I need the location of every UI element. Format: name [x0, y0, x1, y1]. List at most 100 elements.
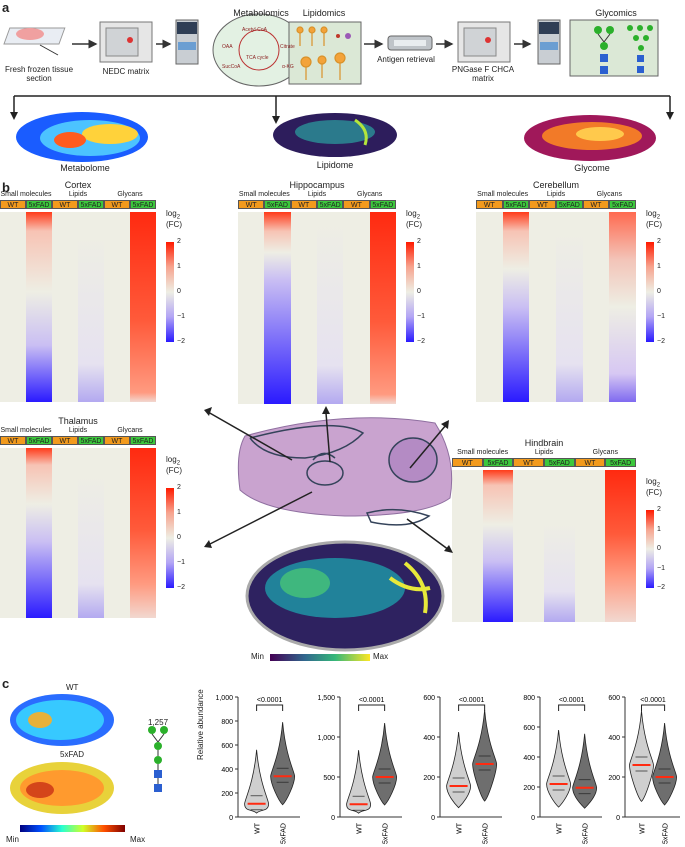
x-tick-label: WT	[640, 822, 647, 834]
heatmap-coltitle-small: Small molecules	[477, 191, 529, 198]
colorbar-tick: 1	[177, 509, 181, 516]
wt-brain-label: WT	[66, 683, 79, 692]
colorbar-sub: 2	[656, 214, 661, 221]
fc-colorbar	[646, 510, 654, 588]
heatmap-5xfad-column	[78, 448, 104, 618]
tag-wt: WT	[104, 436, 130, 445]
violin-5xFAD	[270, 722, 296, 806]
colorbar-tick: −1	[657, 313, 665, 320]
colorbar-fc: (FC)	[406, 220, 422, 230]
significance-bracket	[641, 704, 666, 711]
colorbar-tick: 2	[177, 238, 181, 245]
colorbar-tick: 2	[417, 238, 421, 245]
heatmap-5xfad-column	[556, 212, 583, 402]
heatmap-coltitle-glycans: Glycans	[117, 427, 143, 434]
heatmap-wt-column	[104, 448, 130, 618]
tag-5xfad: 5xFAD	[78, 436, 104, 445]
colorbar-title: log2 (FC)	[406, 209, 422, 230]
tag-wt: WT	[52, 436, 78, 445]
colorbar-tick: −2	[177, 584, 185, 591]
violin-5xFAD	[472, 709, 498, 802]
y-tick-label: 400	[608, 735, 620, 742]
tca-succoa: SucCoA	[222, 64, 241, 70]
label-metabolomics: Metabolomics	[233, 8, 289, 18]
label-antigen: Antigen retrieval	[377, 55, 435, 64]
heatmap-5xfad-column	[264, 212, 291, 404]
fc-colorbar	[646, 242, 654, 342]
colorbar-tick: 2	[177, 484, 181, 491]
label-lipidome: Lipidome	[316, 160, 354, 170]
violin-WT	[346, 750, 372, 814]
panel-letter-a: a	[2, 0, 10, 15]
tag-5xfad: 5xFAD	[544, 458, 575, 467]
label-nedc: NEDC matrix	[102, 67, 150, 76]
x-tick-label: 5xFAD	[483, 823, 490, 844]
tag-wt: WT	[290, 200, 317, 209]
tag-wt: WT	[513, 458, 544, 467]
heatmap-5xfad-column	[502, 212, 530, 402]
heatmap-5xfad-column	[317, 212, 344, 404]
tca-oaa: OAA	[222, 44, 233, 50]
heatmap-title-hippocampus: Hippocampus	[289, 180, 345, 190]
x-tick-label: WT	[357, 822, 364, 834]
colorbar-log: log	[406, 209, 417, 218]
tag-5xfad: 5xFAD	[502, 200, 530, 209]
lipid-structures-icon	[296, 26, 351, 80]
tca-acetyl: Acetyl-CoA	[242, 27, 268, 33]
label-fresh-frozen: Fresh frozen tissue section	[4, 65, 74, 83]
heatmap-wt-column	[238, 212, 265, 404]
colorbar-log: log	[646, 209, 657, 218]
colorbar-tick: 2	[657, 506, 661, 513]
y-tick-label: 200	[523, 785, 535, 792]
heatmap-coltitle-small: Small molecules	[0, 427, 52, 434]
fc-colorbar	[166, 488, 174, 588]
heatmap-coltitle-small: Small molecules	[238, 191, 290, 198]
y-tick-label: 600	[423, 695, 435, 702]
colorbar-title: log2 (FC)	[646, 477, 662, 498]
heatmap-coltitle-glycans: Glycans	[592, 449, 618, 456]
heatmap-5xfad-column	[544, 470, 575, 622]
heatmap-5xfad-column	[78, 212, 104, 402]
violin-5xFAD	[372, 722, 398, 806]
fc-colorbar	[166, 242, 174, 342]
p-value-annotation: <0.0001	[359, 697, 385, 704]
heatmap-wt-column	[574, 470, 606, 622]
colorbar-tick: 0	[417, 288, 421, 295]
sprayer-icon-2	[457, 21, 511, 63]
tag-wt: WT	[574, 458, 606, 467]
tag-wt: WT	[452, 458, 483, 467]
y-tick-label: 400	[221, 767, 233, 774]
heatmap-5xfad-column	[26, 448, 52, 618]
heatmap-coltitle-lipids: Lipids	[68, 191, 88, 198]
colorbar-tick: −2	[177, 338, 185, 345]
panel-c-images	[10, 694, 168, 832]
hindbrain-outline	[365, 508, 431, 526]
center-brain	[237, 417, 453, 661]
y-tick-label: 0	[331, 815, 335, 822]
tag-5xfad: 5xFAD	[78, 200, 104, 209]
heatmap-wt-column	[0, 448, 26, 618]
y-tick-label: 600	[608, 695, 620, 702]
tag-5xfad: 5xFAD	[130, 200, 156, 209]
y-tick-label: 600	[221, 743, 233, 750]
significance-bracket	[358, 704, 386, 711]
y-tick-label: 200	[423, 775, 435, 782]
y-tick-label: 400	[423, 735, 435, 742]
colorbar-tick: 0	[657, 545, 661, 552]
colorbar-tick: −1	[417, 313, 425, 320]
heatmap-coltitle-lipids: Lipids	[307, 191, 327, 198]
x-tick-label: 5xFAD	[583, 823, 590, 844]
heatmap-wt-column	[290, 212, 317, 404]
y-tick-label: 500	[323, 775, 335, 782]
heatmap-title-cortex: Cortex	[64, 180, 92, 190]
label-glycome: Glycome	[574, 163, 610, 173]
x-tick-label: WT	[255, 822, 262, 834]
violin-5xFAD	[652, 722, 678, 806]
y-tick-label: 0	[616, 815, 620, 822]
tag-wt: WT	[582, 200, 610, 209]
violin-WT	[629, 710, 654, 802]
colorbar-tick: −1	[177, 559, 185, 566]
heatmap-wt-column	[104, 212, 130, 402]
